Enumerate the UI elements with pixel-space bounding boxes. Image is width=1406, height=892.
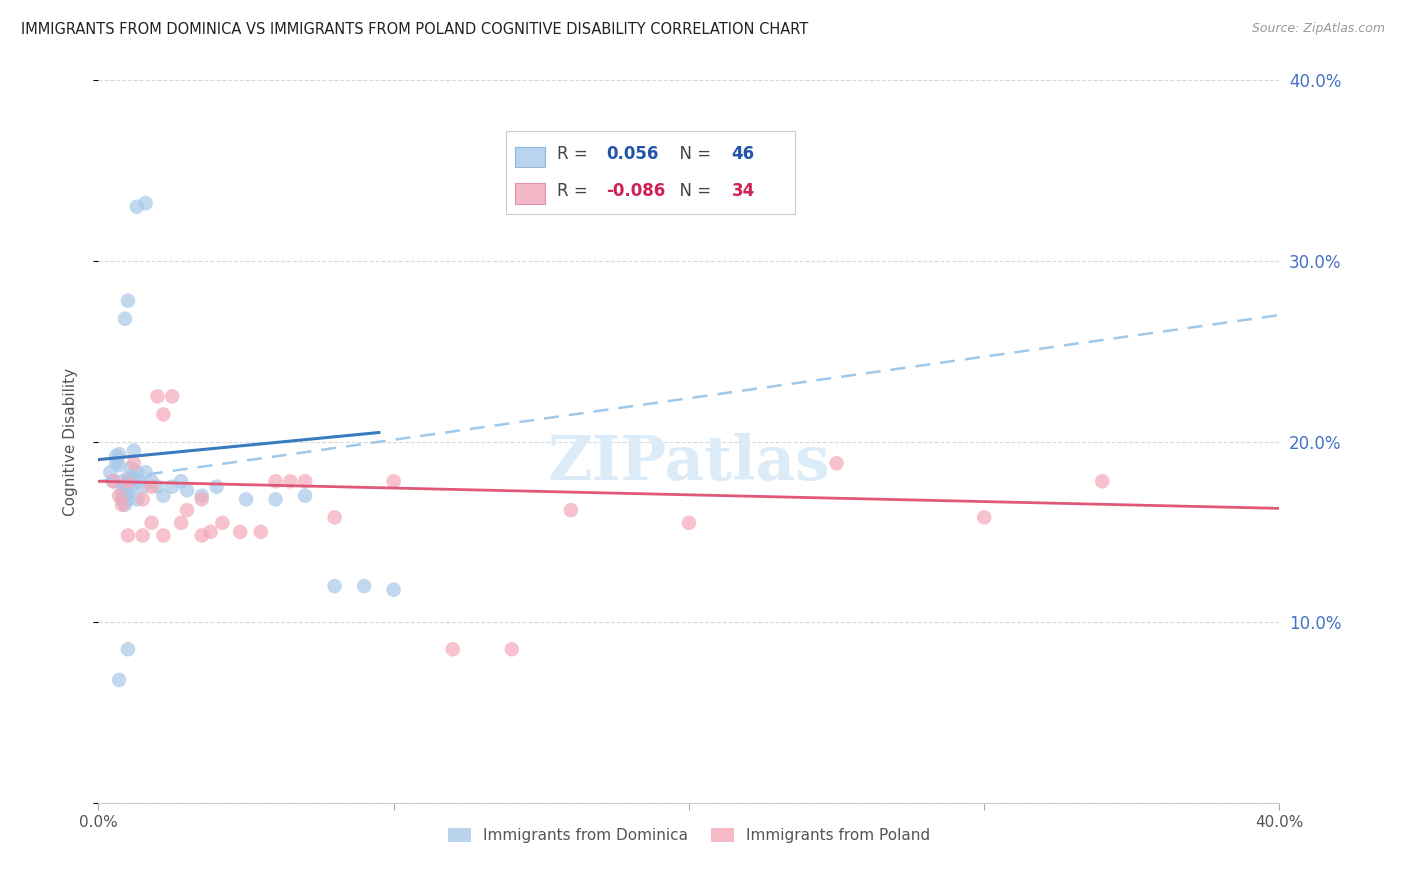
- Point: [122, 456, 145, 470]
- Point: [191, 528, 214, 542]
- Text: N =: N =: [669, 145, 716, 163]
- Point: [98, 465, 121, 479]
- Point: [132, 492, 155, 507]
- Legend: Immigrants from Dominica, Immigrants from Poland: Immigrants from Dominica, Immigrants fro…: [441, 822, 936, 849]
- Point: [135, 465, 157, 479]
- Point: [678, 516, 700, 530]
- Point: [117, 293, 139, 308]
- Point: [141, 475, 163, 489]
- Point: [501, 642, 523, 657]
- Point: [280, 475, 302, 489]
- Point: [170, 516, 193, 530]
- Point: [120, 461, 142, 475]
- Point: [176, 503, 198, 517]
- Point: [103, 475, 125, 489]
- Point: [152, 528, 174, 542]
- Point: [205, 480, 228, 494]
- Point: [122, 471, 145, 485]
- Point: [170, 475, 193, 489]
- Point: [1091, 475, 1114, 489]
- Text: 46: 46: [731, 145, 755, 163]
- Point: [114, 489, 136, 503]
- FancyBboxPatch shape: [506, 131, 796, 214]
- Point: [103, 475, 125, 489]
- Point: [125, 465, 148, 479]
- Point: [108, 458, 131, 472]
- Point: [117, 642, 139, 657]
- Point: [353, 579, 375, 593]
- Bar: [516, 147, 546, 167]
- Point: [323, 510, 346, 524]
- Point: [117, 485, 139, 500]
- Point: [191, 492, 214, 507]
- Point: [200, 524, 222, 539]
- Point: [105, 449, 128, 463]
- Point: [125, 200, 148, 214]
- Point: [111, 492, 134, 507]
- Point: [117, 492, 139, 507]
- Point: [176, 483, 198, 498]
- Text: R =: R =: [557, 182, 593, 200]
- Point: [117, 528, 139, 542]
- Point: [120, 475, 142, 489]
- Point: [141, 480, 163, 494]
- Point: [211, 516, 233, 530]
- Point: [132, 480, 155, 494]
- Point: [973, 510, 995, 524]
- Point: [105, 456, 128, 470]
- Point: [162, 389, 183, 403]
- Point: [264, 492, 287, 507]
- Point: [229, 524, 252, 539]
- Point: [152, 408, 174, 422]
- Point: [294, 475, 316, 489]
- Point: [128, 475, 150, 489]
- Point: [560, 503, 582, 517]
- Text: 0.056: 0.056: [606, 145, 658, 163]
- Y-axis label: Cognitive Disability: Cognitive Disability: [63, 368, 77, 516]
- Point: [108, 489, 131, 503]
- Point: [141, 516, 163, 530]
- Point: [132, 528, 155, 542]
- Point: [135, 196, 157, 211]
- Point: [117, 471, 139, 485]
- Point: [162, 480, 183, 494]
- Point: [117, 475, 139, 489]
- Point: [111, 485, 134, 500]
- Point: [825, 456, 848, 470]
- Point: [146, 480, 169, 494]
- Point: [264, 475, 287, 489]
- Point: [294, 489, 316, 503]
- Point: [382, 475, 405, 489]
- Point: [191, 489, 214, 503]
- Point: [323, 579, 346, 593]
- Text: R =: R =: [557, 145, 593, 163]
- Point: [111, 475, 134, 489]
- Point: [250, 524, 273, 539]
- Text: IMMIGRANTS FROM DOMINICA VS IMMIGRANTS FROM POLAND COGNITIVE DISABILITY CORRELAT: IMMIGRANTS FROM DOMINICA VS IMMIGRANTS F…: [21, 22, 808, 37]
- Point: [108, 447, 131, 461]
- Text: -0.086: -0.086: [606, 182, 665, 200]
- Bar: [516, 184, 546, 203]
- Text: 34: 34: [731, 182, 755, 200]
- Point: [382, 582, 405, 597]
- Point: [235, 492, 257, 507]
- Point: [117, 478, 139, 492]
- Point: [108, 673, 131, 687]
- Text: ZIPatlas: ZIPatlas: [548, 434, 830, 493]
- Point: [122, 443, 145, 458]
- Point: [111, 498, 134, 512]
- Point: [114, 480, 136, 494]
- Point: [146, 389, 169, 403]
- Text: Source: ZipAtlas.com: Source: ZipAtlas.com: [1251, 22, 1385, 36]
- Point: [120, 482, 142, 496]
- Point: [441, 642, 464, 657]
- Point: [125, 492, 148, 507]
- Point: [114, 311, 136, 326]
- Point: [114, 498, 136, 512]
- Point: [152, 489, 174, 503]
- Text: N =: N =: [669, 182, 716, 200]
